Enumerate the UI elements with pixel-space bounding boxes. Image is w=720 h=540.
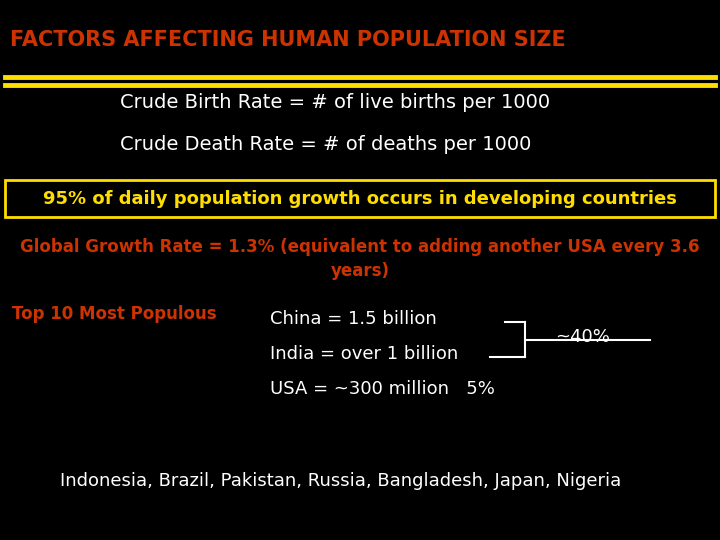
Text: Indonesia, Brazil, Pakistan, Russia, Bangladesh, Japan, Nigeria: Indonesia, Brazil, Pakistan, Russia, Ban… bbox=[60, 472, 621, 490]
Text: Crude Birth Rate = # of live births per 1000: Crude Birth Rate = # of live births per … bbox=[120, 93, 550, 112]
Text: China = 1.5 billion: China = 1.5 billion bbox=[270, 310, 437, 328]
Text: FACTORS AFFECTING HUMAN POPULATION SIZE: FACTORS AFFECTING HUMAN POPULATION SIZE bbox=[10, 30, 566, 50]
Text: 95% of daily population growth occurs in developing countries: 95% of daily population growth occurs in… bbox=[43, 190, 677, 207]
Bar bbox=[5, 180, 715, 217]
Text: Global Growth Rate = 1.3% (equivalent to adding another USA every 3.6: Global Growth Rate = 1.3% (equivalent to… bbox=[20, 238, 700, 256]
Text: years): years) bbox=[330, 262, 390, 280]
Text: ~40%: ~40% bbox=[555, 327, 610, 346]
Text: Top 10 Most Populous: Top 10 Most Populous bbox=[12, 305, 217, 323]
Text: USA = ~300 million   5%: USA = ~300 million 5% bbox=[270, 380, 495, 398]
Text: India = over 1 billion: India = over 1 billion bbox=[270, 345, 458, 363]
Text: Crude Death Rate = # of deaths per 1000: Crude Death Rate = # of deaths per 1000 bbox=[120, 135, 531, 154]
